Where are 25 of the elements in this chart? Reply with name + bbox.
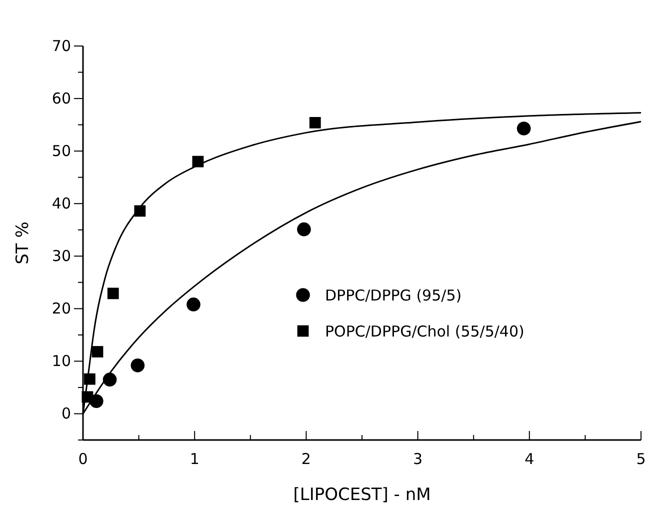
y-tick-label: 10	[52, 352, 71, 370]
point	[92, 346, 104, 358]
x-tick-label: 2	[301, 450, 311, 468]
y-tick-label: 50	[52, 142, 71, 160]
y-tick-label: 40	[52, 194, 71, 212]
legend-label: DPPC/DPPG (95/5)	[325, 286, 462, 304]
point	[309, 117, 321, 128]
point	[107, 288, 119, 300]
x-tick-label: 0	[78, 450, 88, 468]
point	[297, 222, 311, 236]
x-tick-label: 4	[524, 450, 534, 468]
point	[186, 298, 200, 312]
y-tick-label: 70	[52, 36, 71, 55]
point	[516, 122, 531, 136]
y-tick-label: 0	[61, 404, 71, 423]
y-tick-label: 30	[52, 246, 71, 265]
x-tick-label: 3	[413, 450, 423, 468]
point	[130, 358, 145, 372]
x-tick-label: 5	[636, 450, 646, 468]
legend-label: POPC/DPPG/Chol (55/5/40)	[325, 322, 524, 340]
x-tick-label: 1	[190, 450, 200, 468]
y-tick-label: 60	[52, 89, 71, 108]
y-tick-label: 20	[52, 299, 71, 318]
y-axis-title: ST %	[13, 222, 33, 264]
x-axis-title: [LIPOCEST] - nM	[293, 485, 431, 505]
